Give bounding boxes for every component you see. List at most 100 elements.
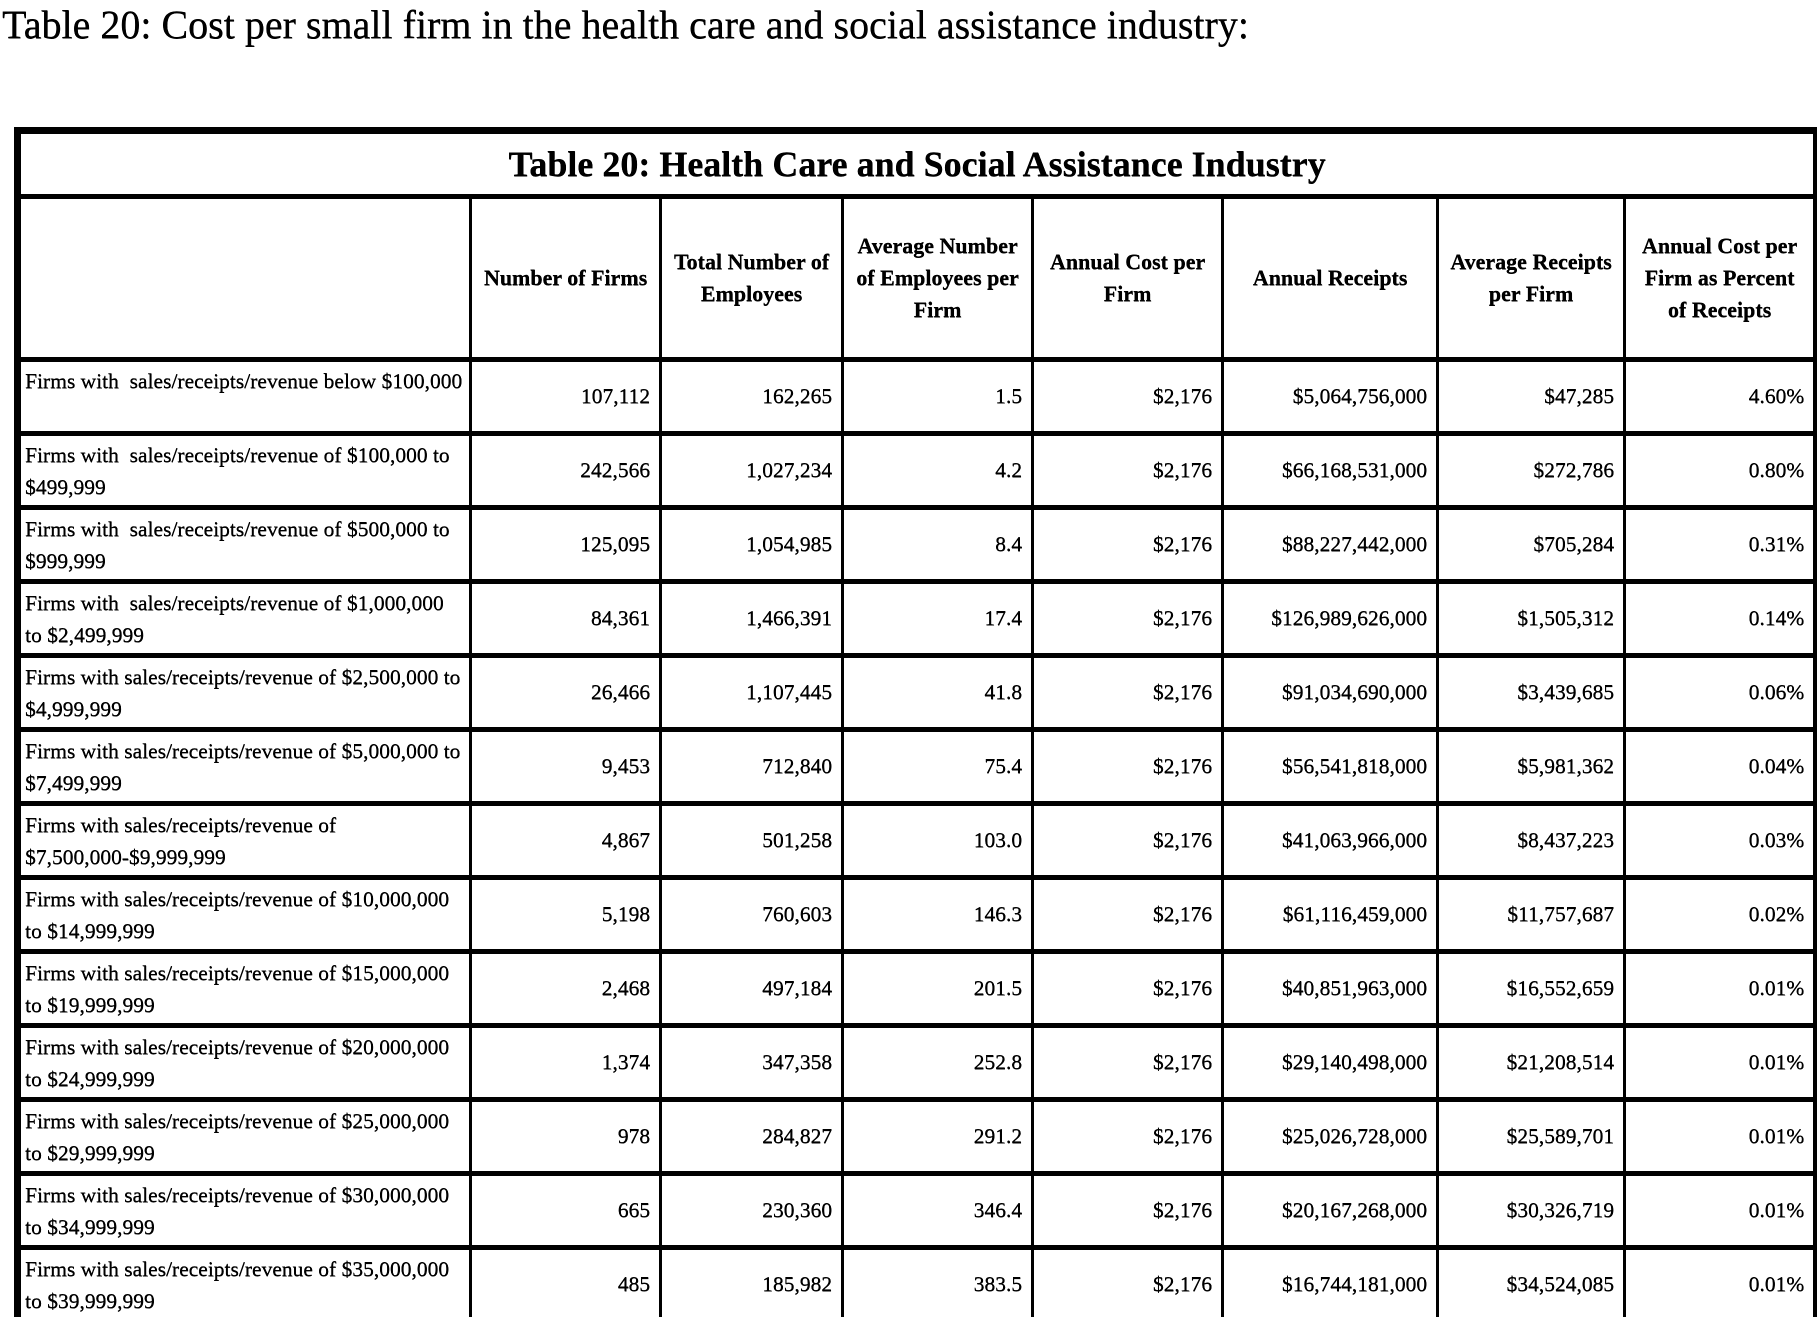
- cell-avg-receipts-per-firm: $47,285: [1436, 357, 1626, 436]
- cell-cost-percent-of-receipts: 0.01%: [1622, 1097, 1817, 1176]
- column-header-category: [16, 194, 472, 362]
- cell-annual-cost-per-firm: $2,176: [1031, 431, 1224, 510]
- cell-number-of-firms: 978: [469, 1097, 662, 1176]
- cell-avg-receipts-per-firm: $705,284: [1436, 505, 1626, 584]
- table-row: Firms with sales/receipts/revenue of $5,…: [16, 727, 1817, 806]
- cell-total-employees: 1,054,985: [659, 505, 844, 584]
- cell-number-of-firms: 665: [469, 1171, 662, 1250]
- cell-number-of-firms: 1,374: [469, 1023, 662, 1102]
- cell-number-of-firms: 5,198: [469, 875, 662, 954]
- cell-cost-percent-of-receipts: 0.02%: [1622, 875, 1817, 954]
- cell-annual-receipts: $5,064,756,000: [1221, 357, 1439, 436]
- cell-annual-receipts: $91,034,690,000: [1221, 653, 1439, 732]
- table-head: Table 20: Health Care and Social Assista…: [15, 128, 1817, 362]
- cell-avg-employees-per-firm: 346.4: [841, 1171, 1034, 1250]
- cell-category-label: Firms with sales/receipts/revenue of $30…: [16, 1171, 472, 1250]
- cell-category-label: Firms with sales/receipts/revenue of $50…: [16, 505, 472, 584]
- cell-total-employees: 347,358: [659, 1023, 844, 1102]
- cell-cost-percent-of-receipts: 4.60%: [1622, 357, 1817, 436]
- cell-number-of-firms: 107,112: [469, 357, 662, 436]
- cell-avg-employees-per-firm: 41.8: [841, 653, 1034, 732]
- cell-category-label: Firms with sales/receipts/revenue of $7,…: [16, 801, 472, 880]
- cell-category-label: Firms with sales/receipts/revenue of $5,…: [16, 727, 472, 806]
- cell-cost-percent-of-receipts: 0.01%: [1622, 1171, 1817, 1250]
- cell-annual-cost-per-firm: $2,176: [1031, 727, 1224, 806]
- cell-total-employees: 501,258: [659, 801, 844, 880]
- cell-avg-receipts-per-firm: $11,757,687: [1436, 875, 1626, 954]
- cell-cost-percent-of-receipts: 0.01%: [1622, 1245, 1817, 1317]
- cell-category-label: Firms with sales/receipts/revenue of $15…: [16, 949, 472, 1028]
- cell-annual-receipts: $61,116,459,000: [1221, 875, 1439, 954]
- cell-avg-employees-per-firm: 201.5: [841, 949, 1034, 1028]
- cell-annual-receipts: $29,140,498,000: [1221, 1023, 1439, 1102]
- cell-avg-receipts-per-firm: $8,437,223: [1436, 801, 1626, 880]
- cell-cost-percent-of-receipts: 0.80%: [1622, 431, 1817, 510]
- cell-avg-receipts-per-firm: $5,981,362: [1436, 727, 1626, 806]
- cell-cost-percent-of-receipts: 0.06%: [1622, 653, 1817, 732]
- cell-cost-percent-of-receipts: 0.04%: [1622, 727, 1817, 806]
- cell-annual-receipts: $41,063,966,000: [1221, 801, 1439, 880]
- cell-category-label: Firms with sales/receipts/revenue of $1,…: [16, 579, 472, 658]
- column-header-avg-receipts-per-firm: Average Receipts per Firm: [1436, 194, 1626, 362]
- cell-avg-employees-per-firm: 291.2: [841, 1097, 1034, 1176]
- cell-category-label: Firms with sales/receipts/revenue of $35…: [16, 1245, 472, 1317]
- cell-annual-cost-per-firm: $2,176: [1031, 801, 1224, 880]
- cell-avg-receipts-per-firm: $30,326,719: [1436, 1171, 1626, 1250]
- cell-avg-receipts-per-firm: $16,552,659: [1436, 949, 1626, 1028]
- cell-annual-cost-per-firm: $2,176: [1031, 875, 1224, 954]
- cell-total-employees: 712,840: [659, 727, 844, 806]
- cell-cost-percent-of-receipts: 0.14%: [1622, 579, 1817, 658]
- cell-cost-percent-of-receipts: 0.31%: [1622, 505, 1817, 584]
- cell-number-of-firms: 9,453: [469, 727, 662, 806]
- cell-annual-cost-per-firm: $2,176: [1031, 1097, 1224, 1176]
- table-row: Firms with sales/receipts/revenue of $1,…: [16, 579, 1817, 658]
- cell-annual-cost-per-firm: $2,176: [1031, 579, 1224, 658]
- cell-number-of-firms: 84,361: [469, 579, 662, 658]
- cell-annual-receipts: $16,744,181,000: [1221, 1245, 1439, 1317]
- cell-annual-cost-per-firm: $2,176: [1031, 357, 1224, 436]
- table-row: Firms with sales/receipts/revenue of $20…: [16, 1023, 1817, 1102]
- column-header-cost-percent-of-receipts: Annual Cost per Firm as Percent of Recei…: [1622, 194, 1817, 362]
- cell-number-of-firms: 485: [469, 1245, 662, 1317]
- cell-avg-employees-per-firm: 75.4: [841, 727, 1034, 806]
- cell-category-label: Firms with sales/receipts/revenue of $2,…: [16, 653, 472, 732]
- cell-avg-receipts-per-firm: $272,786: [1436, 431, 1626, 510]
- column-header-number-of-firms: Number of Firms: [469, 194, 662, 362]
- cell-avg-receipts-per-firm: $1,505,312: [1436, 579, 1626, 658]
- column-header-avg-employees-per-firm: Average Number of Employees per Firm: [841, 194, 1034, 362]
- cell-avg-employees-per-firm: 17.4: [841, 579, 1034, 658]
- table-row: Firms with sales/receipts/revenue of $7,…: [16, 801, 1817, 880]
- cell-annual-cost-per-firm: $2,176: [1031, 653, 1224, 732]
- cell-total-employees: 230,360: [659, 1171, 844, 1250]
- cell-number-of-firms: 26,466: [469, 653, 662, 732]
- cell-avg-receipts-per-firm: $3,439,685: [1436, 653, 1626, 732]
- table-row: Firms with sales/receipts/revenue of $25…: [16, 1097, 1817, 1176]
- cell-number-of-firms: 4,867: [469, 801, 662, 880]
- table-row: Firms with sales/receipts/revenue of $10…: [16, 875, 1817, 954]
- page-title: Table 20: Cost per small firm in the hea…: [2, 2, 1249, 47]
- cell-category-label: Firms with sales/receipts/revenue of $10…: [16, 431, 472, 510]
- cell-number-of-firms: 125,095: [469, 505, 662, 584]
- cell-annual-cost-per-firm: $2,176: [1031, 949, 1224, 1028]
- table-row: Firms with sales/receipts/revenue of $2,…: [16, 653, 1817, 732]
- cell-annual-cost-per-firm: $2,176: [1031, 1245, 1224, 1317]
- cell-annual-cost-per-firm: $2,176: [1031, 505, 1224, 584]
- cell-avg-employees-per-firm: 1.5: [841, 357, 1034, 436]
- cell-avg-employees-per-firm: 146.3: [841, 875, 1034, 954]
- cell-total-employees: 185,982: [659, 1245, 844, 1317]
- column-header-annual-receipts: Annual Receipts: [1221, 194, 1439, 362]
- table-header-row: Number of Firms Total Number of Employee…: [16, 194, 1817, 362]
- cell-total-employees: 1,107,445: [659, 653, 844, 732]
- table-title: Table 20: Health Care and Social Assista…: [15, 128, 1817, 199]
- table-row: Firms with sales/receipts/revenue of $30…: [16, 1171, 1817, 1250]
- cell-category-label: Firms with sales/receipts/revenue of $25…: [16, 1097, 472, 1176]
- cell-category-label: Firms with sales/receipts/revenue below …: [16, 357, 472, 436]
- table-row: Firms with sales/receipts/revenue of $50…: [16, 505, 1817, 584]
- cell-total-employees: 760,603: [659, 875, 844, 954]
- table-row: Firms with sales/receipts/revenue of $35…: [16, 1245, 1817, 1317]
- column-header-annual-cost-per-firm: Annual Cost per Firm: [1031, 194, 1224, 362]
- cell-total-employees: 1,027,234: [659, 431, 844, 510]
- cell-cost-percent-of-receipts: 0.01%: [1622, 949, 1817, 1028]
- cell-category-label: Firms with sales/receipts/revenue of $20…: [16, 1023, 472, 1102]
